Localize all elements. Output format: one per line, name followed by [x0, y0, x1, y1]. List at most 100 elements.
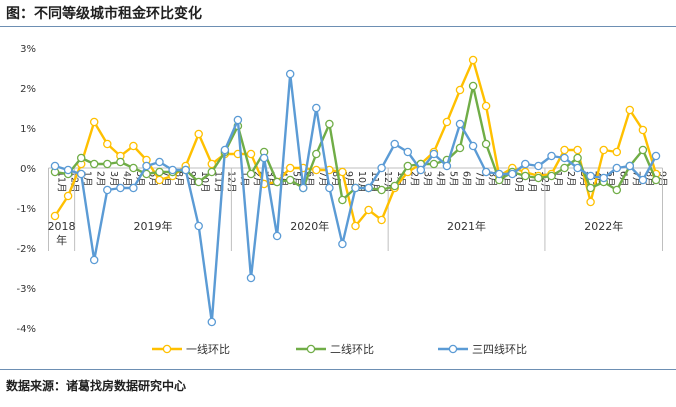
- x-tick-label: 9月: [343, 171, 354, 187]
- data-point: [638, 175, 648, 185]
- y-tick-label: 1%: [20, 124, 36, 135]
- data-point: [377, 185, 386, 195]
- x-tick-label: 8月: [643, 171, 654, 187]
- y-tick-label: 0%: [20, 164, 36, 175]
- data-point: [625, 105, 635, 115]
- data-point: [638, 125, 648, 135]
- x-tick-label: 4月: [278, 171, 289, 187]
- data-point: [272, 231, 282, 241]
- data-point: [651, 151, 661, 161]
- data-point: [455, 119, 465, 129]
- data-point: [429, 159, 439, 169]
- data-point: [416, 165, 426, 175]
- data-point: [364, 183, 373, 193]
- data-point: [63, 191, 73, 201]
- data-point: [89, 255, 99, 265]
- x-tick-label: 12月: [539, 171, 550, 193]
- x-tick-label: 2月: [251, 171, 262, 187]
- title-divider: [0, 26, 676, 27]
- year-label: 2019年: [134, 219, 173, 233]
- data-point: [586, 183, 595, 193]
- data-point: [442, 161, 452, 171]
- legend-swatch-marker: [162, 344, 172, 354]
- x-tick-label: 6月: [461, 171, 472, 187]
- data-point: [429, 149, 439, 159]
- data-point: [76, 169, 86, 179]
- legend-item: 二线环比: [296, 342, 374, 356]
- x-tick-label: 8月: [330, 171, 341, 187]
- x-tick-label: 10月: [356, 171, 367, 193]
- x-tick-label: 1月: [82, 171, 93, 187]
- year-label: 2020年: [290, 219, 329, 233]
- data-point: [351, 221, 360, 231]
- x-tick-label: 6月: [304, 171, 315, 187]
- data-point: [338, 239, 347, 249]
- data-point: [651, 175, 661, 185]
- data-point: [272, 177, 282, 187]
- data-point: [338, 167, 347, 177]
- x-tick-label: 12月: [225, 171, 236, 193]
- data-point: [625, 161, 635, 171]
- data-point: [312, 165, 321, 175]
- x-tick-label: 11月: [526, 171, 537, 193]
- legend-label: 一线环比: [186, 342, 230, 356]
- data-point: [168, 165, 177, 175]
- data-point: [612, 147, 622, 157]
- data-point: [207, 159, 217, 169]
- data-point: [638, 145, 648, 155]
- data-point: [129, 141, 138, 151]
- x-tick-label: 12月: [382, 171, 393, 193]
- data-point: [481, 101, 491, 111]
- data-point: [181, 165, 190, 175]
- data-point: [494, 169, 504, 179]
- x-tick-label: 4月: [121, 171, 132, 187]
- legend-label: 二线环比: [330, 342, 374, 356]
- data-point: [155, 157, 164, 167]
- x-tick-label: 8月: [173, 171, 184, 187]
- data-point: [312, 149, 321, 159]
- data-point: [508, 169, 517, 179]
- y-tick-label: 3%: [20, 44, 36, 55]
- data-point: [50, 161, 60, 171]
- data-point: [298, 183, 308, 193]
- x-tick-label: 2月: [565, 171, 576, 187]
- data-point: [338, 195, 347, 205]
- data-point: [285, 163, 295, 173]
- y-tick-label: -3%: [17, 284, 36, 295]
- data-point: [103, 159, 112, 169]
- data-point: [586, 197, 595, 207]
- legend-swatch-marker: [306, 344, 316, 354]
- data-point: [481, 139, 491, 149]
- data-point: [89, 159, 99, 169]
- data-point: [364, 205, 373, 215]
- y-tick-label: -2%: [17, 244, 36, 255]
- data-point: [521, 171, 530, 181]
- data-point: [403, 161, 413, 171]
- y-tick-label: 2%: [20, 84, 36, 95]
- series-1: [50, 55, 661, 231]
- data-point: [50, 211, 60, 221]
- data-point: [481, 167, 491, 177]
- data-point: [351, 183, 360, 193]
- data-point: [246, 149, 256, 159]
- legend: 一线环比 二线环比 三四线环比: [152, 342, 527, 356]
- data-point: [468, 55, 478, 65]
- data-point: [403, 147, 413, 157]
- data-point: [586, 171, 595, 181]
- data-point: [103, 185, 112, 195]
- data-point: [142, 161, 151, 171]
- data-point: [442, 117, 452, 127]
- x-tick-label: 5月: [447, 171, 458, 187]
- source-divider: [0, 369, 676, 370]
- x-tick-label: 10月: [199, 171, 210, 193]
- year-label: 2021年: [447, 219, 486, 233]
- data-point: [599, 145, 608, 155]
- legend-item: 一线环比: [152, 342, 230, 356]
- x-tick-label: 6月: [147, 171, 158, 187]
- line-chart: 3%2%1%0%-1%-2%-3%-4% 11月 12月 1月 2月 3月 4月 5月 6月 7…: [17, 44, 668, 356]
- data-point: [534, 161, 543, 171]
- x-tick-label: 11月: [212, 171, 223, 193]
- data-point: [377, 215, 386, 225]
- x-tick-label: 7月: [317, 171, 328, 187]
- data-point: [377, 163, 386, 173]
